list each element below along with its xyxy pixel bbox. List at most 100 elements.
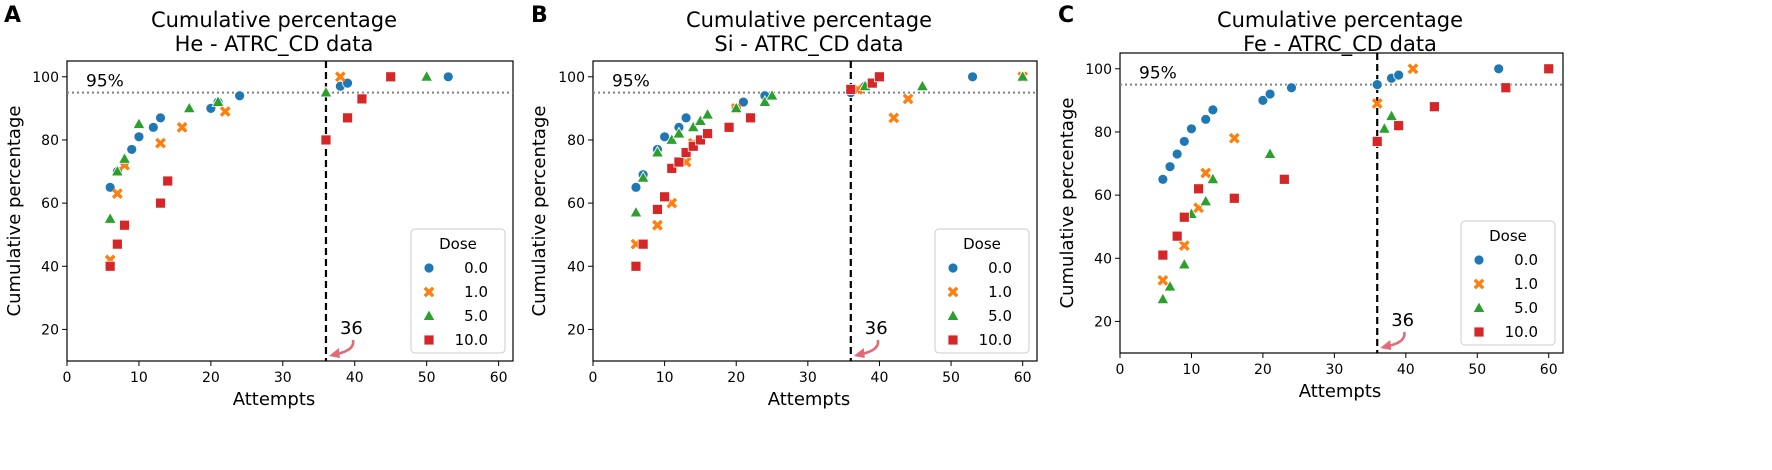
data-point	[637, 238, 649, 250]
data-point	[1207, 104, 1219, 116]
reference-line-label: 95%	[612, 72, 650, 92]
y-tick-label: 40	[1094, 251, 1112, 267]
x-tick-label: 20	[1254, 362, 1272, 378]
legend-title: Dose	[1489, 227, 1527, 245]
y-tick-label: 80	[41, 133, 59, 149]
series-dose-1.0	[1157, 63, 1419, 286]
series-dose-0.0	[1157, 63, 1505, 185]
data-point	[967, 71, 978, 83]
data-point	[1371, 98, 1383, 109]
data-point	[650, 145, 665, 158]
data-point	[866, 77, 878, 89]
data-point	[155, 112, 166, 124]
data-point	[211, 95, 225, 107]
x-tick-label: 50	[1468, 362, 1486, 378]
x-tick-label: 40	[1397, 362, 1415, 378]
legend-label: 0.0	[988, 259, 1012, 277]
data-point	[1156, 292, 1170, 305]
legend-box	[1460, 220, 1556, 346]
y-tick-label: 80	[1094, 125, 1112, 141]
y-tick-label: 60	[41, 196, 59, 212]
data-point	[687, 140, 699, 152]
data-point	[701, 107, 715, 120]
legend: Dose 0.0 1.0 5.0 10.0	[934, 228, 1030, 354]
data-point	[111, 188, 123, 200]
x-tick-label: 10	[130, 370, 148, 386]
reference-line-label: 95%	[86, 72, 124, 92]
legend-item: 5.0	[422, 307, 488, 325]
data-point	[1199, 194, 1213, 207]
data-point	[702, 128, 713, 140]
legend-label: 1.0	[464, 283, 488, 301]
legend: Dose 0.0 1.0 5.0 10.0	[1460, 220, 1556, 346]
data-point	[1371, 79, 1383, 90]
y-axis-label: Cumulative percentage	[4, 106, 25, 317]
series-dose-1.0	[104, 71, 346, 266]
legend-label: 0.0	[464, 259, 488, 277]
data-point	[1164, 161, 1176, 173]
legend-marker	[947, 286, 959, 298]
data-point	[132, 117, 146, 129]
data-point	[234, 90, 246, 102]
data-point	[356, 93, 368, 105]
legend-marker	[947, 262, 959, 274]
legend-label: 5.0	[464, 307, 488, 325]
y-tick-label: 20	[567, 322, 585, 338]
reference-line-label: 95%	[1139, 64, 1177, 84]
y-axis-label: Cumulative percentage	[1057, 98, 1078, 309]
legend-item: 1.0	[423, 283, 488, 301]
legend-item: 10.0	[1473, 323, 1538, 341]
series-dose-5.0	[103, 69, 434, 224]
data-point	[630, 260, 642, 272]
panel-letter: C	[1058, 3, 1074, 28]
data-point	[1171, 230, 1183, 242]
x-tick-label: 0	[589, 370, 598, 386]
plot-frame	[592, 60, 1038, 362]
data-point	[104, 260, 116, 272]
legend-item: 10.0	[947, 331, 1012, 349]
data-point	[1157, 274, 1169, 286]
x-tick-label: 60	[1014, 370, 1032, 386]
data-point	[659, 191, 671, 203]
data-point	[1393, 120, 1405, 132]
data-point	[1228, 132, 1240, 144]
y-tick-label: 100	[32, 70, 59, 86]
panel-letter: A	[4, 3, 21, 28]
data-point	[1186, 123, 1197, 135]
data-point	[1178, 240, 1190, 252]
data-point	[845, 84, 857, 95]
y-tick-label: 100	[558, 70, 585, 86]
legend-marker	[1473, 326, 1485, 338]
data-point	[1377, 121, 1391, 134]
threshold-annotation: 36	[865, 318, 888, 339]
chart-title-line-1: Cumulative percentage	[151, 8, 397, 32]
data-point	[1286, 82, 1297, 94]
data-point	[1178, 211, 1190, 223]
threshold-annotation: 36	[1391, 310, 1414, 331]
x-tick-label: 20	[202, 370, 220, 386]
legend-marker	[423, 334, 435, 346]
legend-item: 5.0	[1472, 299, 1538, 317]
legend-marker	[423, 286, 435, 298]
legend-marker	[947, 334, 959, 346]
data-point	[119, 219, 130, 231]
legend-label: 10.0	[455, 331, 488, 349]
legend-marker	[1473, 254, 1485, 266]
x-axis-label: Attempts	[768, 389, 851, 410]
legend-item: 1.0	[1473, 275, 1538, 293]
x-tick-label: 40	[346, 370, 364, 386]
legend-item: 10.0	[423, 331, 488, 349]
data-point	[636, 170, 650, 183]
legend-item: 0.0	[423, 259, 488, 277]
data-point	[420, 69, 434, 82]
legend-label: 0.0	[1514, 251, 1538, 269]
data-point	[737, 96, 749, 108]
legend-item: 0.0	[1473, 251, 1538, 269]
data-point	[673, 156, 685, 168]
data-point	[680, 147, 692, 158]
x-tick-label: 10	[656, 370, 674, 386]
x-tick-label: 30	[274, 370, 292, 386]
data-point	[1393, 69, 1405, 81]
